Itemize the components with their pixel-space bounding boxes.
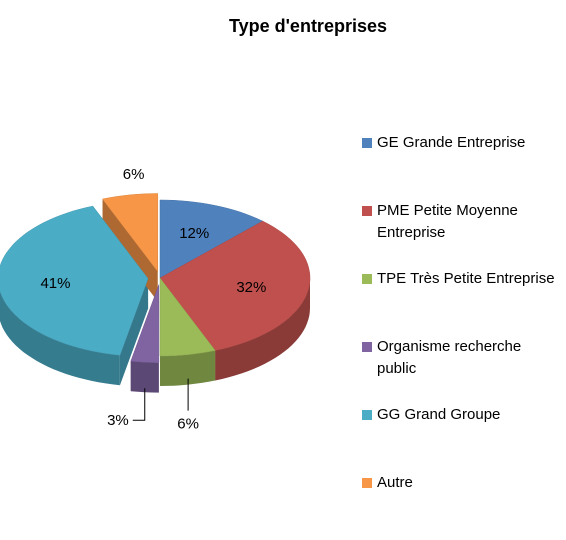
slice [159, 277, 216, 357]
data-label: 41% [40, 275, 70, 292]
pie-area: 12% 32% 6% 3% 41% 6% [0, 166, 311, 433]
legend-label: Organisme recherche public [377, 338, 522, 377]
slice-side [0, 290, 120, 386]
data-label: 32% [236, 279, 266, 296]
legend-label: Autre [377, 474, 413, 491]
legend-label: GG Grand Groupe [377, 406, 501, 423]
legend-item: TPE Très Petite Entreprise [362, 268, 562, 336]
legend-swatch [362, 410, 372, 420]
slice [102, 193, 159, 273]
slice-side [119, 278, 149, 386]
slice-side [160, 350, 216, 386]
legend-swatch [362, 342, 372, 352]
legend-label: TPE Très Petite Entreprise [377, 270, 555, 287]
legend: GE Grande Entreprise PME Petite Moyenne E… [362, 132, 562, 540]
slice [130, 284, 160, 363]
legend-swatch [362, 478, 372, 488]
data-label: 3% [107, 412, 129, 429]
leader-line [132, 388, 146, 421]
legend-swatch [362, 274, 372, 284]
legend-swatch [362, 138, 372, 148]
data-label: 12% [179, 225, 209, 242]
data-label: 6% [123, 166, 145, 183]
legend-label: GE Grande Entreprise [377, 134, 526, 151]
slice-side [215, 278, 310, 381]
slice [159, 199, 264, 279]
data-label: 6% [177, 416, 199, 433]
slice-side [130, 361, 159, 393]
slice [159, 220, 311, 351]
legend-item: PME Petite Moyenne Entreprise [362, 200, 562, 268]
chart: Type d'entreprises 12% 32% 6% 3% 41% 6% GE Gr… [0, 16, 555, 491]
legend-item: Autre [362, 472, 562, 540]
legend-item: GE Grande Entreprise [362, 132, 562, 200]
legend-item: GG Grand Groupe [362, 404, 562, 472]
legend-label: PME Petite Moyenne Entreprise [377, 202, 518, 241]
slice [0, 205, 149, 356]
legend-item: Organisme recherche public [362, 336, 562, 404]
legend-swatch [362, 206, 372, 216]
chart-title: Type d'entreprises [228, 16, 387, 36]
